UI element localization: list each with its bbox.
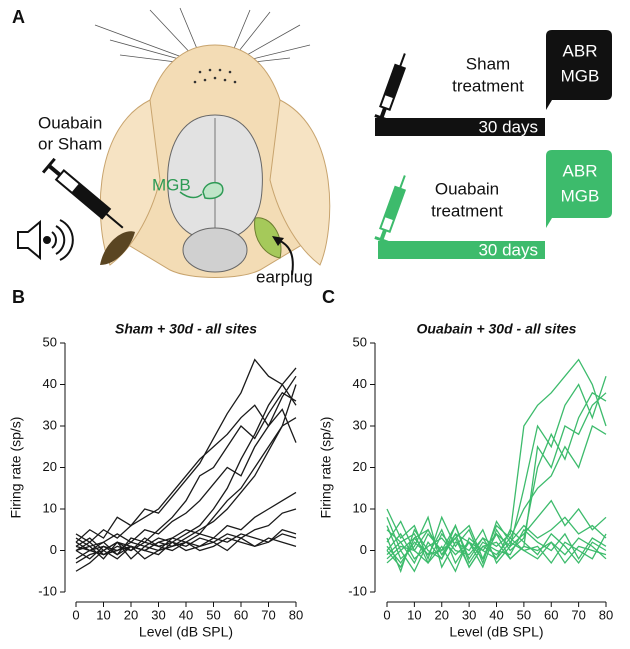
series-line bbox=[386, 536, 607, 569]
x-axis-label: Level (dB SPL) bbox=[139, 624, 233, 640]
chart-title: Ouabain + 30d - all sites bbox=[417, 321, 577, 337]
y-tick-label: 0 bbox=[50, 542, 57, 557]
x-tick-label: 0 bbox=[72, 607, 79, 622]
x-tick-label: 80 bbox=[599, 607, 613, 622]
x-tick-label: 10 bbox=[407, 607, 421, 622]
chart-title: Sham + 30d - all sites bbox=[115, 321, 257, 337]
x-tick-label: 0 bbox=[383, 607, 390, 622]
treatment-label: treatment bbox=[431, 201, 503, 220]
x-tick-label: 40 bbox=[179, 607, 193, 622]
series-line bbox=[75, 533, 297, 572]
treatment-label: treatment bbox=[452, 76, 524, 95]
injection-label: or Sham bbox=[38, 134, 102, 153]
endpoint-label: ABR bbox=[563, 41, 598, 60]
treatment-label: Ouabain bbox=[435, 179, 499, 198]
x-tick-label: 50 bbox=[517, 607, 531, 622]
panel-letter: C bbox=[322, 287, 335, 307]
x-tick-label: 10 bbox=[96, 607, 110, 622]
series-line bbox=[75, 404, 297, 544]
series-line bbox=[75, 384, 297, 564]
y-tick-label: -10 bbox=[348, 583, 367, 598]
x-tick-label: 50 bbox=[206, 607, 220, 622]
series-line bbox=[386, 358, 607, 565]
y-tick-label: 40 bbox=[353, 376, 367, 391]
x-tick-label: 60 bbox=[234, 607, 248, 622]
y-tick-label: 20 bbox=[43, 459, 57, 474]
series-line bbox=[75, 417, 297, 556]
x-tick-label: 70 bbox=[261, 607, 275, 622]
series-line bbox=[75, 367, 297, 560]
endpoint-label: MGB bbox=[561, 66, 600, 85]
x-tick-label: 60 bbox=[544, 607, 558, 622]
x-axis-label: Level (dB SPL) bbox=[449, 624, 543, 640]
series-line bbox=[386, 392, 607, 569]
x-tick-label: 80 bbox=[289, 607, 303, 622]
treatment-label: Sham bbox=[466, 54, 510, 73]
series-line bbox=[386, 391, 607, 569]
panel-letter: B bbox=[12, 287, 25, 307]
y-tick-label: 10 bbox=[353, 500, 367, 515]
duration-label: 30 days bbox=[478, 240, 538, 259]
series-line bbox=[386, 508, 607, 565]
series-line bbox=[386, 499, 607, 569]
series-line bbox=[386, 375, 607, 561]
injection-label: Ouabain bbox=[38, 113, 102, 132]
series-line bbox=[386, 425, 607, 561]
duration-label: 30 days bbox=[478, 117, 538, 136]
series-line bbox=[75, 491, 297, 560]
earplug-label: earplug bbox=[256, 267, 313, 286]
series-line bbox=[75, 537, 297, 560]
x-tick-label: 30 bbox=[151, 607, 165, 622]
y-axis-label: Firing rate (sp/s) bbox=[318, 417, 334, 519]
y-tick-label: 20 bbox=[353, 459, 367, 474]
mouse-illustration bbox=[17, 7, 612, 278]
series-line bbox=[75, 375, 297, 548]
x-tick-label: 20 bbox=[124, 607, 138, 622]
x-tick-label: 20 bbox=[435, 607, 449, 622]
y-tick-label: 30 bbox=[353, 417, 367, 432]
x-tick-label: 70 bbox=[571, 607, 585, 622]
y-tick-label: 0 bbox=[360, 542, 367, 557]
y-tick-label: 10 bbox=[43, 500, 57, 515]
x-tick-label: 30 bbox=[462, 607, 476, 622]
y-tick-label: 50 bbox=[353, 334, 367, 349]
endpoint-label: ABR bbox=[563, 161, 598, 180]
y-tick-label: 50 bbox=[43, 334, 57, 349]
series-line bbox=[386, 532, 607, 565]
x-tick-label: 40 bbox=[489, 607, 503, 622]
series-line bbox=[75, 358, 297, 543]
y-tick-label: -10 bbox=[38, 583, 57, 598]
brain-label: MGB bbox=[152, 175, 191, 194]
panel-letter: A bbox=[12, 7, 25, 27]
series-line bbox=[386, 523, 607, 574]
y-tick-label: 30 bbox=[43, 417, 57, 432]
y-axis-label: Firing rate (sp/s) bbox=[8, 417, 24, 519]
y-tick-label: 40 bbox=[43, 376, 57, 391]
endpoint-label: MGB bbox=[561, 186, 600, 205]
